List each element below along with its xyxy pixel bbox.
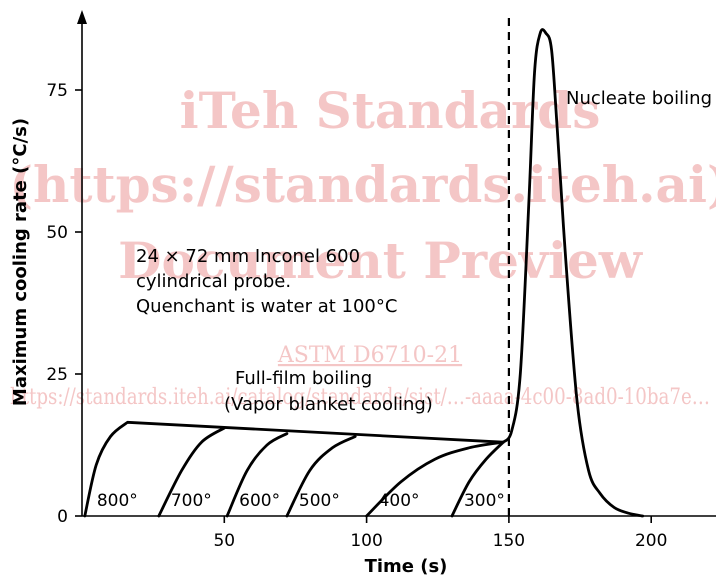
y-ticks: 0 25 50 75 — [46, 81, 82, 527]
curve-label: 700° — [171, 491, 212, 511]
film-boiling-label-line2: (Vapor blanket cooling) — [224, 394, 433, 415]
y-axis-title: Maximum cooling rate (°C/s) — [10, 118, 31, 406]
x-tick-label: 100 — [350, 531, 382, 551]
y-axis-arrow-icon — [77, 10, 87, 24]
cooling-curve — [365, 440, 505, 518]
probe-annotation-line2: cylindrical probe. — [136, 271, 291, 292]
watermark-line4: ASTM D6710-21 — [277, 343, 462, 368]
cooling-curve — [501, 28, 645, 518]
x-tick-label: 150 — [493, 531, 525, 551]
cooling-curve — [285, 435, 357, 518]
y-tick-label: 75 — [46, 81, 68, 101]
curve-label: 400° — [379, 491, 420, 511]
cooling-curve — [225, 432, 289, 518]
y-tick-label: 0 — [57, 507, 68, 527]
curve-labels: 800° 700° 600° 500° 400° 300° — [97, 491, 505, 511]
y-tick-label: 25 — [46, 365, 68, 385]
curve-label: 800° — [97, 491, 138, 511]
cooling-curve — [83, 420, 505, 518]
x-tick-label: 200 — [635, 531, 667, 551]
curve-label: 500° — [299, 491, 340, 511]
x-ticks: 50 100 150 200 — [213, 516, 667, 551]
watermark-line1: iTeh Standards — [180, 81, 601, 140]
watermark-line2: (https://standards.iteh.ai) — [9, 155, 716, 214]
curve-label: 600° — [239, 491, 280, 511]
cooling-curve — [157, 426, 226, 518]
curve-label: 300° — [464, 491, 505, 511]
curves — [83, 28, 645, 518]
nucleate-boiling-label: Nucleate boiling — [566, 88, 712, 109]
probe-annotation-line3: Quenchant is water at 100°C — [136, 296, 397, 317]
probe-annotation-line1: 24 × 72 mm Inconel 600 — [136, 246, 360, 267]
watermark-line3: Document Preview — [118, 231, 644, 290]
film-boiling-label-line1: Full-film boiling — [235, 368, 372, 389]
x-axis-title: Time (s) — [365, 556, 448, 577]
cooling-curve — [450, 440, 505, 518]
x-tick-label: 50 — [213, 531, 235, 551]
y-tick-label: 50 — [46, 223, 68, 243]
watermark-line5: https://standards.iteh.ai/catalog/standa… — [10, 385, 710, 410]
watermark: iTeh Standards (https://standards.iteh.a… — [9, 81, 716, 410]
